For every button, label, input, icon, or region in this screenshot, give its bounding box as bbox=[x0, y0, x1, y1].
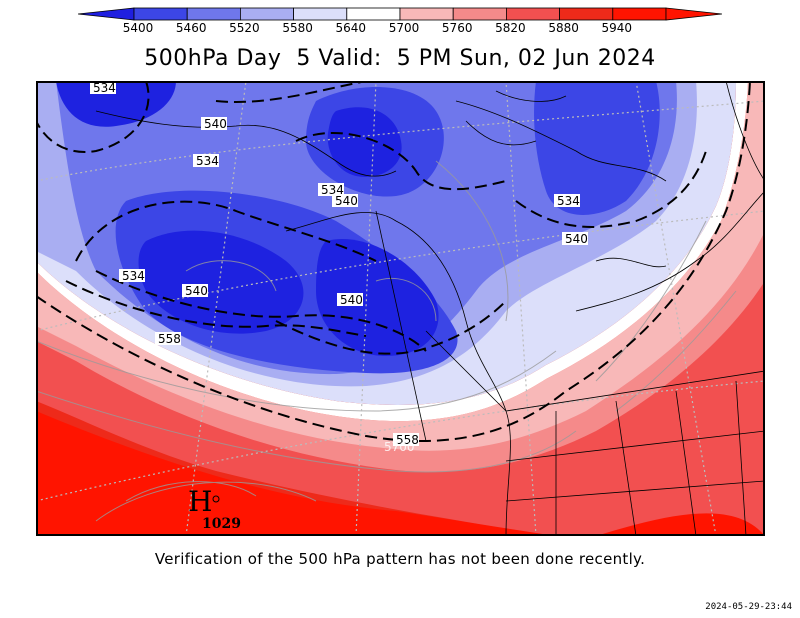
colorbar-segment bbox=[346, 7, 401, 21]
colorbar-segment bbox=[399, 7, 454, 21]
colorbar-tick-labels: 5400 5460 5520 5580 5640 5700 5760 5820 5880 5940 bbox=[123, 21, 632, 34]
colorbar-tick-label: 5940 bbox=[602, 21, 633, 34]
colorbar-tick-label: 5880 bbox=[548, 21, 579, 34]
chart-title: 500hPa Day 5 Valid: 5 PM Sun, 02 Jun 202… bbox=[144, 46, 656, 71]
contour-label: 534 bbox=[321, 183, 344, 197]
contour-label: 534 bbox=[93, 81, 116, 95]
colorbar-segment bbox=[186, 7, 241, 21]
colorbar-segment bbox=[452, 7, 507, 21]
lat-lon-grid bbox=[36, 81, 765, 536]
height-contours bbox=[36, 81, 751, 442]
contour-label: 540 bbox=[565, 232, 588, 246]
colorbar-arrow-high bbox=[665, 7, 722, 21]
contour-label: 558 bbox=[396, 433, 419, 447]
high-pressure-marker-icon bbox=[212, 495, 220, 503]
high-pressure-symbol: H bbox=[188, 485, 212, 518]
contour-label: 534 bbox=[557, 194, 580, 208]
colorbar-segment bbox=[133, 7, 188, 21]
generation-timestamp: 2024-05-29-23:44 bbox=[705, 602, 792, 612]
colorbar-segments bbox=[78, 7, 722, 21]
deepest-core-north bbox=[327, 107, 402, 177]
contour-label: 540 bbox=[340, 293, 363, 307]
deepest-core-northwest bbox=[56, 81, 176, 127]
colorbar-segment bbox=[505, 7, 560, 21]
500hpa-height-map: 534 540 534 534 540 534 540 534 540 540 … bbox=[36, 81, 765, 536]
contour-labels: 534 540 534 534 540 534 540 534 540 540 … bbox=[90, 81, 588, 454]
deepest-core-west bbox=[138, 230, 304, 334]
high-pressure-value: 1029 bbox=[202, 516, 241, 532]
contour-label: 5700 bbox=[384, 440, 415, 454]
deepest-core-central bbox=[316, 239, 439, 356]
pressure-contours bbox=[36, 160, 737, 522]
colorbar-tick-label: 5700 bbox=[389, 21, 420, 34]
colorbar-tick-label: 5580 bbox=[282, 21, 313, 34]
colorbar-tick-label: 5820 bbox=[495, 21, 526, 34]
verification-note: Verification of the 500 hPa pattern has … bbox=[154, 550, 646, 568]
colorbar-arrow-low bbox=[78, 7, 135, 21]
colorbar-segment bbox=[612, 7, 667, 21]
colorbar-segment bbox=[559, 7, 614, 21]
colorbar-tick-label: 5760 bbox=[442, 21, 473, 34]
colorbar-segment bbox=[239, 7, 294, 21]
colorbar-tick-label: 5400 bbox=[123, 21, 154, 34]
map-frame bbox=[36, 81, 765, 536]
colorbar-tick-label: 5520 bbox=[229, 21, 260, 34]
cold-core-northeast bbox=[534, 81, 660, 215]
colorbar-tick-label: 5640 bbox=[336, 21, 367, 34]
contour-label: 540 bbox=[335, 194, 358, 208]
colorbar-segment bbox=[293, 7, 348, 21]
contour-label: 540 bbox=[204, 117, 227, 131]
high-pressure-center: H 1029 bbox=[188, 485, 241, 532]
deep-red-region bbox=[36, 411, 556, 536]
contour-label: 540 bbox=[185, 284, 208, 298]
colorbar-tick-label: 5460 bbox=[176, 21, 207, 34]
height-colorbar: 5400 5460 5520 5580 5640 5700 5760 5820 5880 5940 bbox=[78, 7, 722, 34]
contour-label: 558 bbox=[158, 332, 181, 346]
contour-label: 534 bbox=[196, 154, 219, 168]
contour-label: 534 bbox=[122, 269, 145, 283]
